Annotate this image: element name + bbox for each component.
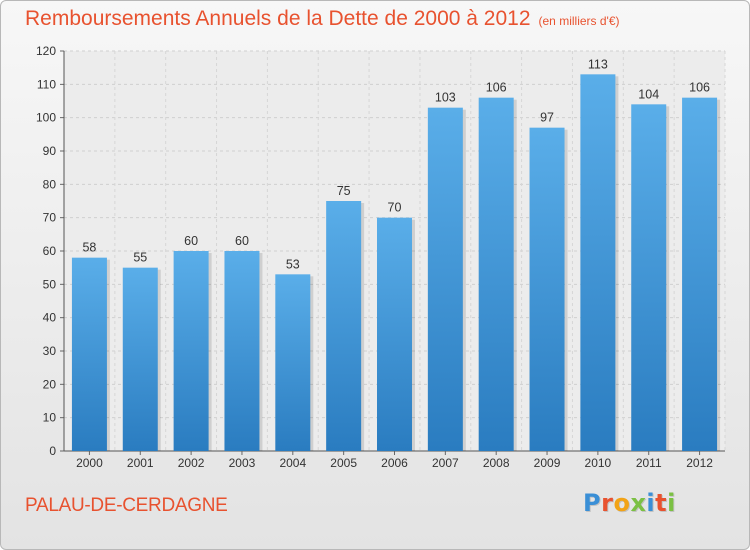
logo-letter: o [613,489,631,517]
y-tick-label: 120 [36,44,56,58]
location-name: PALAU-DE-CERDAGNE [25,495,228,516]
bar [224,251,260,451]
logo-letter: i [667,489,676,517]
y-tick-label: 80 [43,177,57,191]
bar [427,107,463,452]
data-label: 104 [638,87,659,101]
y-tick-label: 10 [43,411,57,425]
logo-letter: r [601,489,614,517]
x-tick-label: 2008 [483,456,510,470]
x-tick-label: 2010 [585,456,612,470]
y-tick-label: 30 [43,344,57,358]
bar [682,97,718,452]
bar [377,217,412,451]
y-tick-label: 20 [43,377,57,391]
logo-letter: P [583,489,602,517]
x-tick-label: 2004 [279,456,306,470]
data-labels: 58 55 60 60 53 75 70 103 106 97 113 104 106 [82,57,710,271]
x-tick-label: 2007 [432,456,459,470]
bar [478,97,514,452]
x-tick-label: 2000 [76,456,103,470]
x-tick-label: 2012 [686,456,713,470]
x-tick-label: 2005 [330,456,357,470]
x-tick-label: 2001 [127,456,154,470]
data-label: 60 [184,234,198,248]
proxiti-logo[interactable]: Proxiti [583,489,676,517]
data-label: 106 [486,81,507,95]
y-tick-label: 100 [36,111,56,125]
chart-title: Remboursements Annuels de la Dette de 20… [25,7,620,31]
bar [173,251,209,451]
bar [529,127,565,452]
bar [275,274,311,451]
data-label: 58 [82,241,96,255]
y-tick-label: 60 [43,244,57,258]
bar [122,267,158,451]
y-tick-label: 90 [43,144,57,158]
y-tick-label: 70 [43,211,57,225]
data-label: 113 [588,57,608,71]
x-tick-label: 2009 [534,456,561,470]
y-tick-label: 40 [43,311,57,325]
logo-letter: i [646,489,656,517]
data-label: 103 [435,91,456,105]
y-tick-label: 110 [37,77,56,91]
data-label: 70 [388,201,402,215]
bar [326,201,362,451]
data-label: 53 [286,257,300,271]
x-tick-label: 2011 [636,456,662,470]
chart-title-text: Remboursements Annuels de la Dette de 20… [25,7,531,30]
data-label: 55 [133,251,147,265]
bars [71,74,721,452]
y-tick-label: 0 [49,444,56,458]
logo-letter: x [630,489,647,517]
data-label: 60 [235,234,249,248]
x-tick-label: 2002 [178,456,205,470]
logo-letter: t [655,489,668,517]
x-tick-label: 2006 [381,456,408,470]
chart-unit: (en milliers d'€) [538,14,620,28]
bar [631,104,667,451]
data-label: 97 [540,111,554,125]
x-tick-label: 2003 [229,456,256,470]
bar [71,257,107,451]
data-label: 106 [689,81,710,95]
y-tick-label: 50 [43,277,57,291]
data-label: 75 [337,184,351,198]
bar [580,74,616,451]
